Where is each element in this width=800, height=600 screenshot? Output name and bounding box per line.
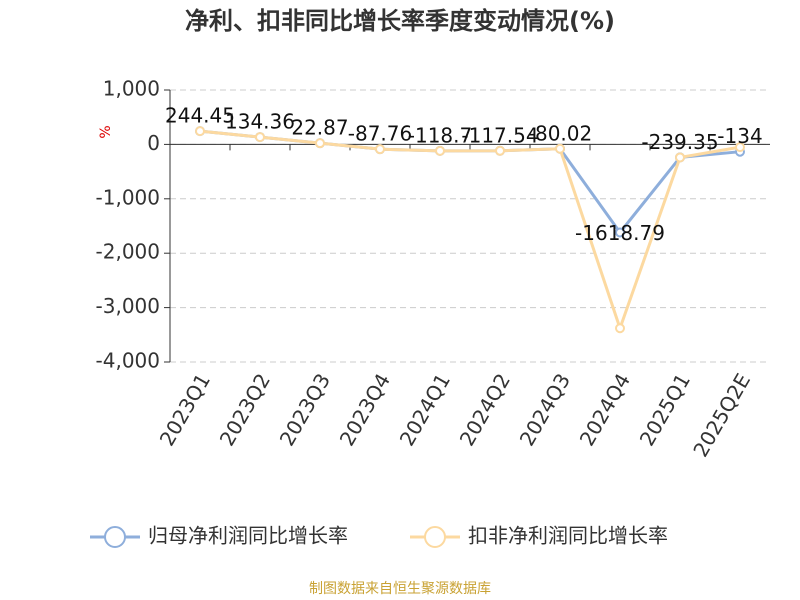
- y-tick-label: -2,000: [96, 240, 160, 264]
- point: [495, 145, 505, 156]
- y-tick-label: 1,000: [103, 77, 160, 101]
- y-tick-label: 0: [147, 131, 160, 155]
- point: [615, 227, 625, 238]
- y-tick-label: -1,000: [96, 185, 160, 209]
- legend-marker: [104, 526, 126, 548]
- x-tick-label: 2025Q1: [635, 369, 695, 450]
- source-note: 制图数据来自恒生聚源数据库: [309, 581, 491, 597]
- point: [675, 152, 685, 163]
- data-label: 134.36: [225, 110, 295, 134]
- legend-marker: [424, 526, 446, 548]
- point: [375, 144, 385, 155]
- point: [435, 145, 445, 156]
- chart-title: 净利、扣非同比增长率季度变动情况(%): [185, 7, 615, 35]
- y-axis-label: %: [98, 125, 114, 138]
- data-label: -118.7: [408, 123, 472, 147]
- x-tick-label: 2024Q2: [455, 369, 515, 450]
- point: [255, 132, 265, 143]
- x-tick-label: 2024Q4: [575, 369, 635, 450]
- x-tick-label: 2023Q4: [335, 369, 395, 450]
- x-tick-label: 2025Q2E: [688, 369, 755, 461]
- x-tick-label: 2023Q2: [215, 369, 275, 450]
- data-label: -1618.79: [575, 221, 665, 245]
- x-tick-label: 2024Q1: [395, 369, 455, 450]
- y-tick-label: -3,000: [96, 294, 160, 318]
- point: [555, 143, 565, 154]
- data-label: 244.45: [165, 104, 235, 128]
- point: [195, 126, 205, 137]
- data-label: -239.35: [641, 130, 718, 154]
- data-label: -80.02: [528, 121, 592, 145]
- x-tick-label: 2024Q3: [515, 369, 575, 450]
- point: [615, 323, 625, 334]
- legend-label: 扣非净利润同比增长率: [468, 524, 668, 548]
- x-tick-label: 2023Q1: [155, 369, 215, 450]
- point: [315, 138, 325, 149]
- y-tick-label: -4,000: [96, 349, 160, 373]
- data-label: 22.87: [291, 116, 348, 140]
- data-label: -87.76: [348, 122, 412, 146]
- data-label: -117.54: [461, 123, 538, 147]
- legend-label: 归母净利润同比增长率: [148, 524, 348, 548]
- data-label: -134: [717, 124, 762, 148]
- point: [735, 142, 745, 153]
- x-tick-label: 2023Q3: [275, 369, 335, 450]
- series-line: [199, 129, 741, 333]
